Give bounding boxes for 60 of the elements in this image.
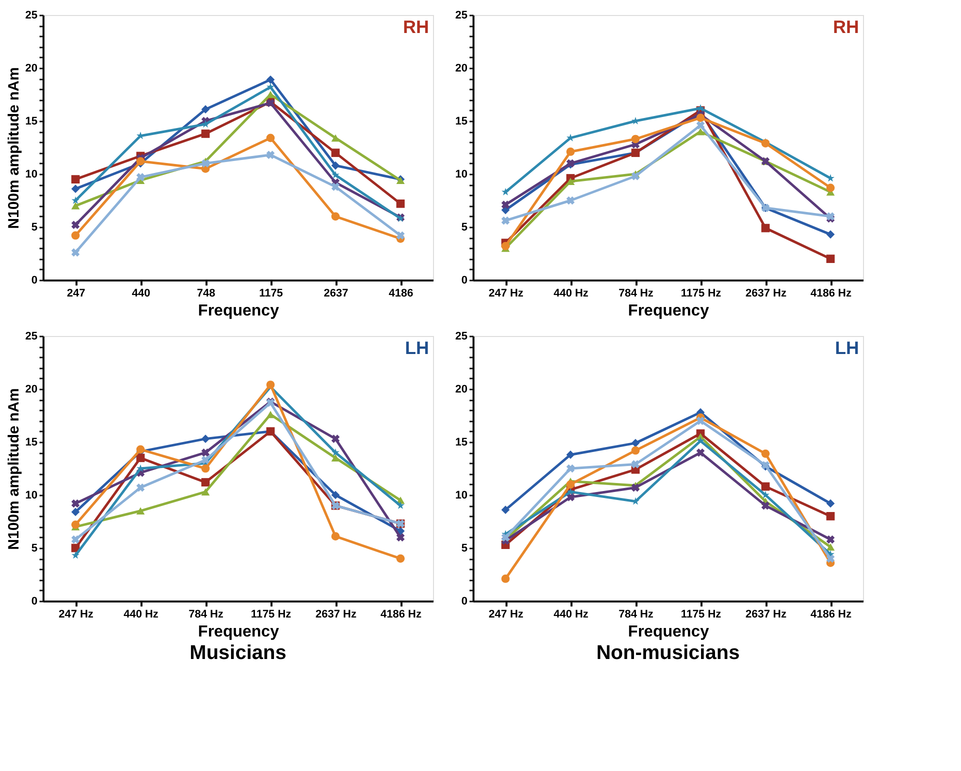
y-tick-label: 5 <box>31 222 38 234</box>
x-tick-label: 247 <box>66 288 86 300</box>
text: Non-musicians <box>596 642 740 664</box>
annotation: LH <box>405 338 429 358</box>
y-tick-label: 0 <box>31 596 38 608</box>
annotation: RH <box>833 17 859 37</box>
y-tick-label: 20 <box>455 62 468 74</box>
x-tick-label: 4186 Hz <box>380 608 422 620</box>
x-tick-label: 4186 <box>388 288 414 300</box>
y-tick-label: 20 <box>25 62 38 74</box>
annotation: RH <box>403 17 429 37</box>
x-tick-label: 440 <box>132 288 150 300</box>
y-tick-label: 0 <box>31 274 38 286</box>
x-tick-label: 1175 <box>259 288 283 300</box>
x-tick-label: 247 Hz <box>488 608 524 620</box>
y-tick-label: 5 <box>461 542 468 554</box>
y-axis-title: N100m amplitude nAm <box>5 67 22 229</box>
x-tick-label: 4186 Hz <box>810 288 852 300</box>
y-tick-label: 10 <box>455 490 468 502</box>
y-tick-label: 10 <box>25 168 38 180</box>
x-tick-label: 440 Hz <box>554 288 589 300</box>
y-tick-label: 15 <box>455 116 468 128</box>
y-axis-title: N100m amplitude nAm <box>5 388 22 550</box>
x-tick-label: 784 Hz <box>188 608 224 620</box>
x-tick-label: 748 <box>196 288 216 300</box>
x-axis-title: Frequency <box>628 624 710 640</box>
x-tick-label: 247 Hz <box>58 608 94 620</box>
y-tick-label: 20 <box>25 384 38 396</box>
y-tick-label: 20 <box>455 384 468 396</box>
y-tick-label: 5 <box>461 222 468 234</box>
y-tick-label: 25 <box>455 330 468 342</box>
x-tick-label: 4186 Hz <box>810 608 852 620</box>
x-tick-label: 1175 Hz <box>250 608 292 620</box>
y-tick-label: 0 <box>461 274 468 286</box>
y-tick-label: 0 <box>461 596 468 608</box>
x-axis-title: Frequency <box>628 302 710 320</box>
x-tick-label: 440 Hz <box>124 608 159 620</box>
x-tick-label: 784 Hz <box>618 288 654 300</box>
x-tick-label: 2637 Hz <box>316 608 357 620</box>
x-tick-label: 440 Hz <box>554 608 589 620</box>
x-tick-label: 1175 Hz <box>680 288 722 300</box>
x-tick-label: 2637 <box>324 288 348 300</box>
y-tick-label: 10 <box>455 168 468 180</box>
x-tick-label: 784 Hz <box>618 608 654 620</box>
x-axis-title: Frequency <box>198 624 280 640</box>
y-tick-label: 25 <box>25 330 38 342</box>
y-tick-label: 10 <box>25 490 38 502</box>
y-tick-label: 15 <box>25 116 38 128</box>
y-tick-label: 25 <box>455 10 468 22</box>
y-tick-label: 15 <box>455 436 468 448</box>
y-tick-label: 5 <box>31 542 38 554</box>
y-tick-label: 15 <box>25 436 38 448</box>
x-tick-label: 247 Hz <box>488 288 524 300</box>
annotation: LH <box>835 338 859 358</box>
y-tick-label: 25 <box>25 10 38 22</box>
x-axis-title: Frequency <box>198 302 280 320</box>
x-tick-label: 1175 Hz <box>680 608 722 620</box>
x-tick-label: 2637 Hz <box>746 288 787 300</box>
text: Musicians <box>190 642 286 664</box>
x-tick-label: 2637 Hz <box>746 608 787 620</box>
